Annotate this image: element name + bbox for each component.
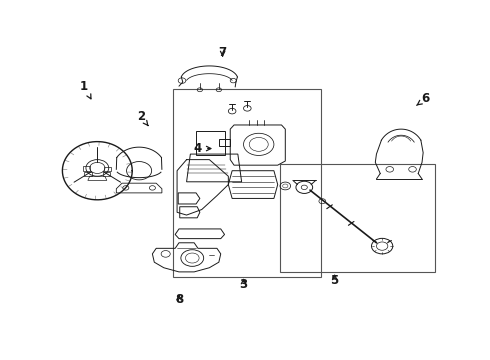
- Text: 8: 8: [175, 293, 183, 306]
- Text: 3: 3: [240, 278, 247, 291]
- Text: 7: 7: [219, 46, 227, 59]
- Text: 6: 6: [416, 92, 430, 105]
- Text: 1: 1: [80, 80, 91, 99]
- Bar: [173, 89, 321, 278]
- Text: 5: 5: [331, 274, 339, 287]
- Bar: [280, 164, 435, 272]
- Text: 4: 4: [194, 142, 211, 155]
- Text: 2: 2: [137, 110, 148, 126]
